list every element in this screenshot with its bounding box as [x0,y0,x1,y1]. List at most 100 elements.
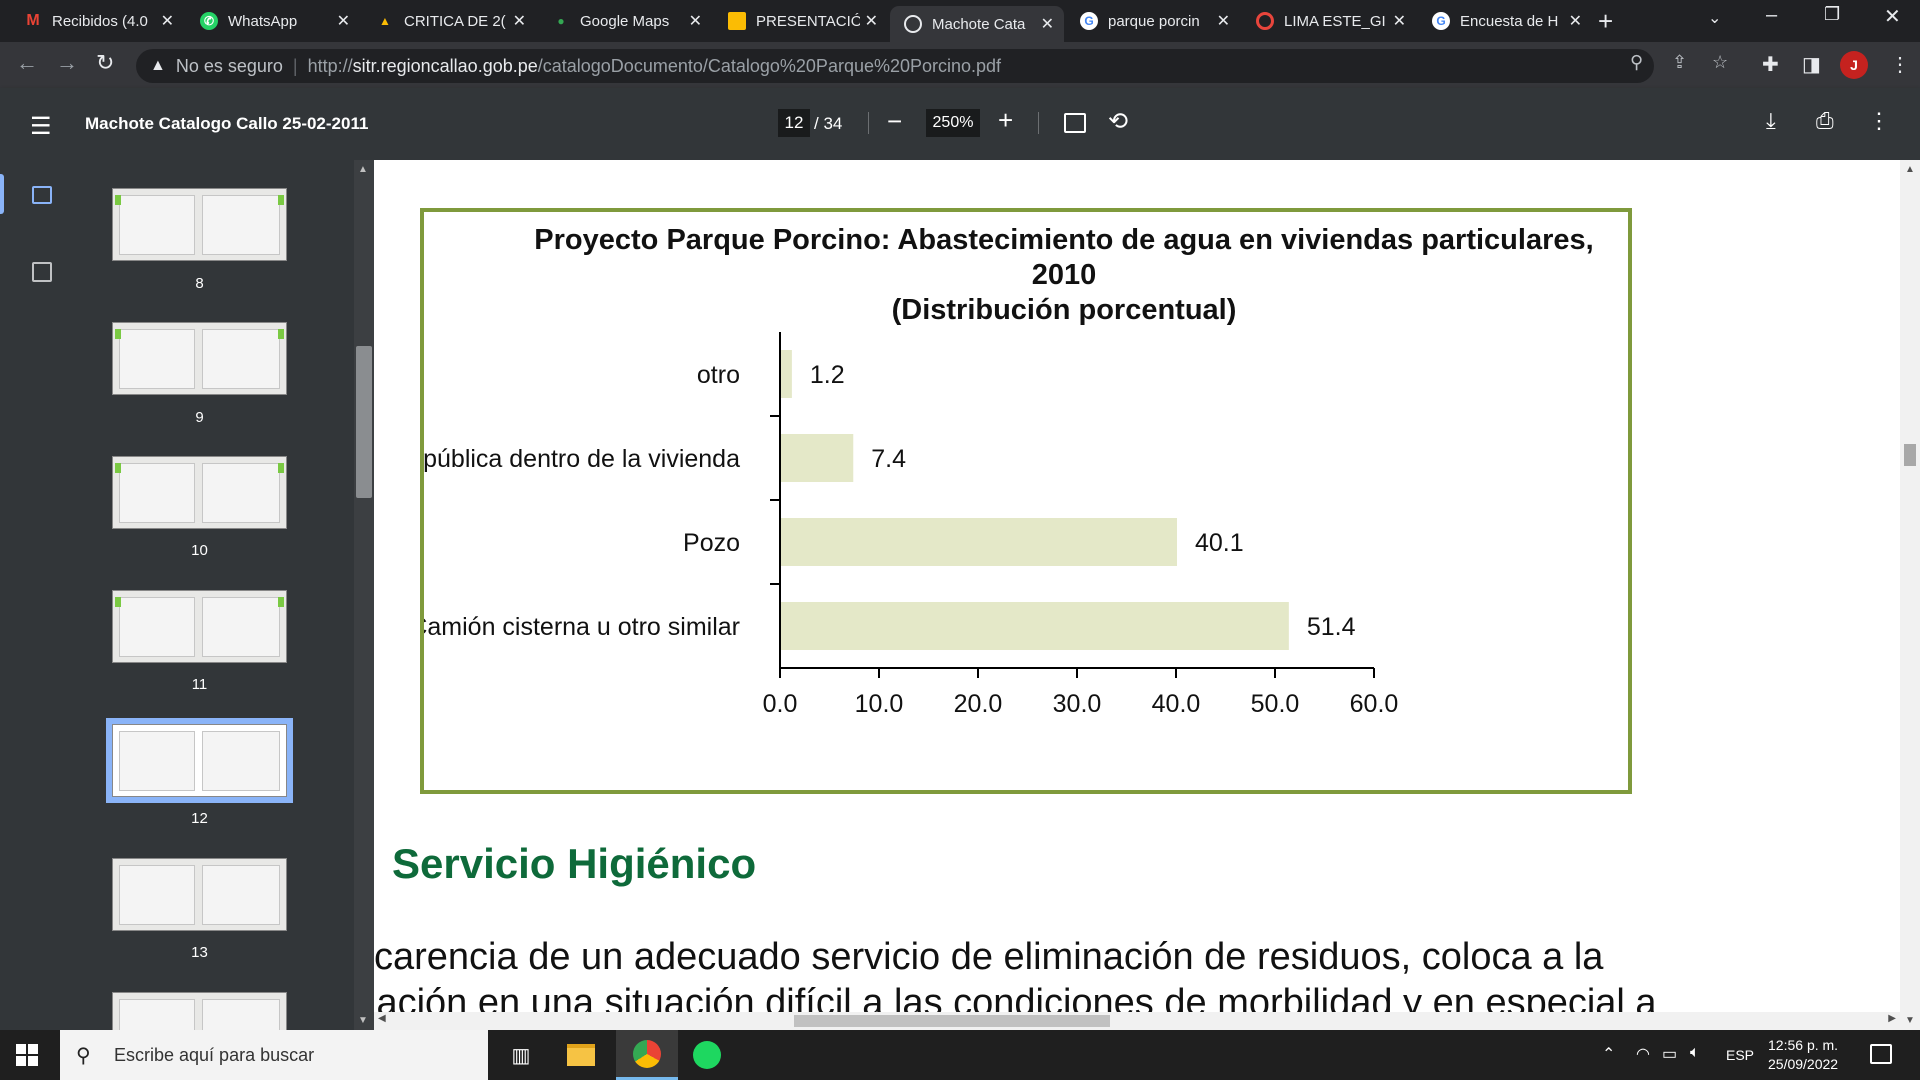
battery-icon[interactable]: ▭ [1662,1046,1678,1063]
scroll-left-icon[interactable]: ◀ [378,1013,386,1024]
thumbnail-scrollbar[interactable]: ▲ ▼ [354,160,374,1030]
zoom-icon[interactable]: ⚲ [1630,52,1644,72]
print-icon[interactable]: ⎙ [1816,108,1834,133]
category-label: Camión cisterna u otro similar [424,613,740,641]
thumbnail-page-11[interactable] [112,590,287,663]
rotate-icon[interactable]: ⟲ [1108,108,1129,135]
scroll-up-icon[interactable]: ▲ [358,164,368,175]
hamburger-menu-icon[interactable]: ☰ [30,113,52,140]
tab-drive[interactable]: ▲ CRITICA DE 2( ✕ [362,4,536,38]
extensions-icon[interactable]: ✚ [1762,54,1779,76]
tab-parque-porcino[interactable]: G parque porcin ✕ [1066,4,1240,38]
tab-search-icon[interactable]: ⌄ [1708,10,1722,27]
data-label: 40.1 [1195,529,1244,557]
taskbar-search[interactable]: ⚲ Escribe aquí para buscar [60,1030,488,1080]
notifications-icon[interactable] [1870,1044,1892,1064]
profile-avatar[interactable]: J [1840,51,1868,79]
address-bar[interactable]: ▲ No es seguro | http://sitr.regioncalla… [136,49,1654,83]
back-arrow-icon[interactable]: ← [16,50,38,75]
data-label: 1.2 [810,361,845,389]
tab-lima-este[interactable]: LIMA ESTE_GI ✕ [1242,4,1416,38]
google-slides-icon [728,12,746,30]
category-label: otro [697,361,740,389]
language-indicator[interactable]: ESP [1726,1047,1755,1063]
bar [780,602,1289,650]
category-label: Pozo [683,529,740,557]
chevron-up-icon[interactable]: ⌃ [1602,1046,1616,1063]
scroll-down-icon[interactable]: ▼ [358,1015,368,1026]
tab-slides[interactable]: PRESENTACIÓ ✕ [714,4,888,38]
whatsapp-icon: ✆ [200,12,218,30]
forward-arrow-icon[interactable]: → [56,50,78,75]
zoom-level-input[interactable]: 250% [926,109,980,137]
scroll-thumb[interactable] [794,1015,1110,1027]
fit-to-page-icon[interactable] [1064,113,1086,133]
scroll-thumb[interactable] [356,346,372,498]
horizontal-scrollbar[interactable]: ◀ ▶ [374,1012,1900,1030]
thumbnail-page-10[interactable] [112,456,287,529]
pdf-toolbar: ☰ Machote Catalogo Callo 25-02-2011 12 /… [0,88,1920,160]
divider [1038,112,1039,134]
outline-view-icon[interactable] [32,262,52,282]
tab-google-maps[interactable]: ● Google Maps ✕ [538,4,712,38]
restore-button[interactable]: ❐ [1824,4,1841,24]
download-icon[interactable]: ⤓ [1766,108,1776,133]
thumbnail-page-9[interactable] [112,322,287,395]
tick-label: 10.0 [855,690,904,718]
side-panel-icon[interactable]: ◨ [1802,54,1821,76]
thumbnails-view-icon[interactable] [32,186,52,204]
windows-start-icon[interactable] [16,1044,38,1066]
bar-chart: Proyecto Parque Porcino: Abastecimiento … [424,224,1594,718]
tab-gmail[interactable]: M Recibidos (4.0 ✕ [10,4,184,38]
file-explorer-icon[interactable] [566,1040,596,1070]
google-maps-icon: ● [557,14,565,28]
tab-strip: M Recibidos (4.0 ✕ ✆ WhatsApp ✕ ▲ CRITIC… [0,0,1920,42]
tab-whatsapp[interactable]: ✆ WhatsApp ✕ [186,4,360,38]
zoom-out-button[interactable]: − [887,106,903,136]
document-scrollbar[interactable]: ▲ ▼ [1900,160,1920,1030]
volume-icon[interactable]: 🔈︎ [1690,1044,1700,1061]
tab-encuesta[interactable]: G Encuesta de H ✕ [1418,4,1592,38]
thumbnail-page-13[interactable] [112,858,287,931]
close-icon[interactable]: ✕ [1216,13,1230,30]
minimize-button[interactable]: – [1766,4,1778,26]
spotify-icon[interactable] [692,1040,722,1070]
zoom-in-button[interactable]: + [998,105,1014,135]
task-view-icon[interactable]: ▥ [511,1044,531,1067]
thumbnail-page-14[interactable] [112,992,287,1030]
close-icon[interactable]: ✕ [1040,16,1054,33]
network-icon[interactable]: ◠ [1636,1046,1650,1063]
url-host: sitr.regioncallao.gob.pe [352,55,538,76]
tab-label: LIMA ESTE_GI [1284,12,1386,30]
chrome-taskbar-icon[interactable] [616,1030,678,1080]
reload-icon[interactable]: ↻ [96,50,115,75]
close-icon[interactable]: ✕ [160,13,174,30]
scroll-down-icon[interactable]: ▼ [1905,1015,1915,1026]
tick-label: 20.0 [954,690,1003,718]
close-icon[interactable]: ✕ [1568,13,1582,30]
pdf-page-view: Proyecto Parque Porcino: Abastecimiento … [374,160,1900,1016]
scroll-thumb[interactable] [1904,444,1916,466]
bar [780,434,854,482]
share-icon[interactable]: ⇪ [1672,52,1688,72]
thumbnail-page-12[interactable] [106,718,293,803]
close-icon[interactable]: ✕ [688,13,702,30]
scroll-up-icon[interactable]: ▲ [1905,164,1915,175]
page-number-input[interactable]: 12 [778,109,810,137]
scroll-right-icon[interactable]: ▶ [1888,1013,1896,1024]
clock[interactable]: 12:56 p. m. 25/09/2022 [1768,1036,1838,1074]
close-window-button[interactable]: ✕ [1884,6,1901,28]
close-icon[interactable]: ✕ [336,13,350,30]
more-options-icon[interactable]: ⋮ [1868,108,1890,133]
url-path: /catalogoDocumento/Catalogo%20Parque%20P… [537,55,1002,76]
new-tab-button[interactable]: + [1598,6,1614,36]
thumbnail-page-8[interactable] [112,188,287,261]
more-menu-icon[interactable]: ⋮ [1890,54,1910,76]
url-text: http://sitr.regioncallao.gob.pe/catalogo… [308,56,1001,77]
tab-machote-catalogo[interactable]: Machote Cata ✕ [890,6,1064,42]
search-icon: ⚲ [76,1044,91,1067]
close-icon[interactable]: ✕ [1392,13,1406,30]
close-icon[interactable]: ✕ [864,13,878,30]
close-icon[interactable]: ✕ [512,13,526,30]
bookmark-star-icon[interactable]: ☆ [1712,52,1729,72]
